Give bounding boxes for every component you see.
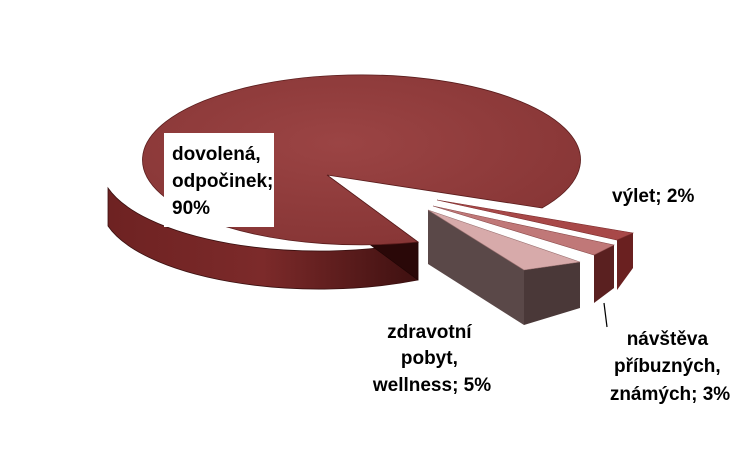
pie-slice-navsteva: [432, 205, 615, 303]
label-box-dovolena: [164, 133, 274, 227]
pie-slice-wellness-top: [427, 209, 581, 271]
leader-line-navsteva: [603, 302, 608, 328]
label-navsteva: návštěva příbuzných, známých; 3%: [610, 329, 730, 405]
pie-slice-wellness: [427, 209, 581, 325]
pie-slice-navsteva-side: [594, 245, 614, 303]
pie-slice-vylet: [436, 199, 635, 290]
label-dovolena: dovolená, odpočinek; 90%: [172, 144, 279, 219]
label-wellness: zdravotní pobyt, wellness; 5%: [372, 322, 491, 396]
pie-slice-wellness-side-front: [524, 262, 580, 325]
pie-slice-navsteva-top: [432, 205, 615, 256]
pie-slice-vylet-top: [436, 199, 635, 241]
pie-slice-wellness-side-left: [428, 210, 524, 325]
label-vylet: výlet; 2%: [612, 186, 694, 207]
pie-slice-vylet-side: [617, 233, 633, 290]
